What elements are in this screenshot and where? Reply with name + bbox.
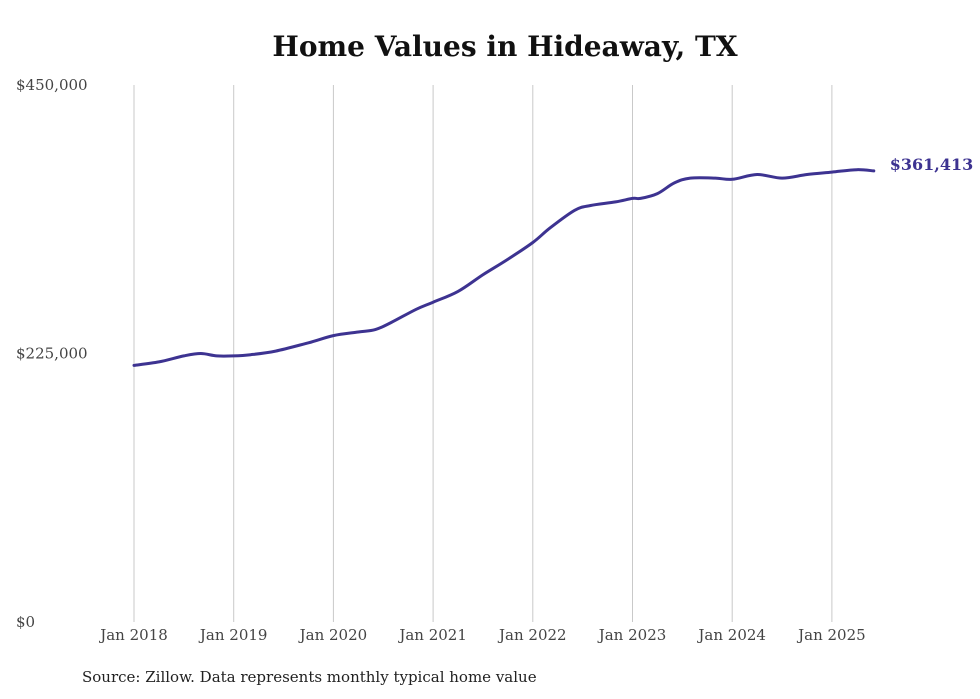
x-axis-ticks: Jan 2018 Jan 2019 Jan 2020 Jan 2021 Jan 2022…: [98, 626, 865, 644]
line-chart: $0$225,000$450,000 Jan 2018 Jan 2019 Jan 2…: [16, 76, 974, 644]
end-value-label: $361,413: [890, 155, 974, 174]
x-tick-label: Jan 2019: [198, 626, 268, 644]
gridlines: [133, 85, 833, 622]
x-tick-label: Jan 2020: [298, 626, 368, 644]
x-tick-label: Jan 2023: [597, 626, 667, 644]
y-tick-label: $450,000: [16, 76, 88, 94]
series-line-home-values: [132, 168, 876, 367]
x-tick-label: Jan 2024: [696, 626, 766, 644]
x-tick-label: Jan 2022: [497, 626, 567, 644]
source-note: Source: Zillow. Data represents monthly …: [82, 668, 537, 686]
y-axis-ticks: $0 $225,000 $450,000: [16, 76, 88, 631]
chart-title: Home Values in Hideaway, TX: [272, 30, 738, 63]
x-tick-label: Jan 2021: [397, 626, 467, 644]
y-tick-label: $225,000: [16, 345, 88, 363]
x-tick-label: Jan 2018: [98, 626, 168, 644]
y-tick-label: $0: [16, 613, 35, 631]
x-tick-label: Jan 2025: [796, 626, 866, 644]
